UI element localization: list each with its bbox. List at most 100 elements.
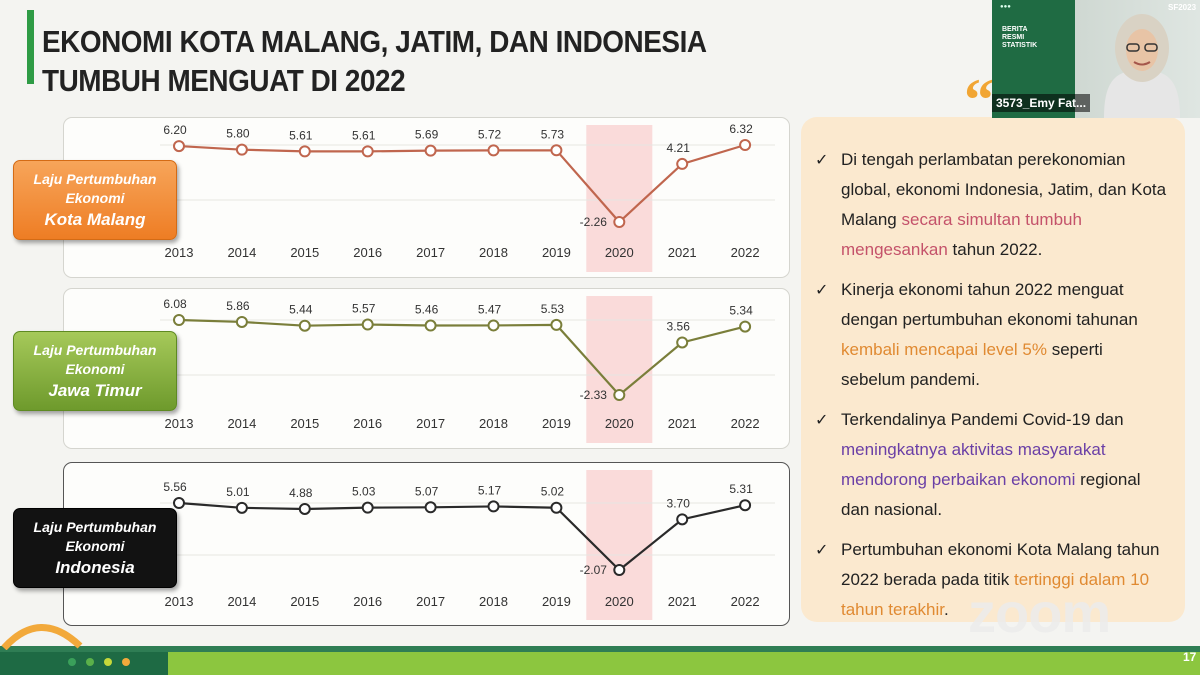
data-point: [487, 319, 500, 332]
zoom-participant-video[interactable]: ●●● SF2023 BERITA RESMI STATISTIK 3573_E…: [992, 0, 1200, 118]
footer-band: [0, 646, 1200, 675]
data-point: [613, 564, 626, 576]
label-region: Kota Malang: [44, 209, 146, 229]
highlighted-text: tertinggi dalam 10 tahun terakhir: [841, 570, 1150, 619]
point-text: seperti sebelum pandemi.: [841, 340, 1103, 389]
title-line-1: EKONOMI KOTA MALANG, JATIM, DAN INDONESI…: [42, 24, 707, 59]
x-tick-label: 2016: [353, 245, 382, 260]
checkmark-icon: ✓: [815, 280, 829, 299]
key-points-panel: ✓ Di tengah perlambatan perekonomian glob…: [801, 117, 1185, 622]
cam-slide-title-line: RESMI: [1002, 34, 1025, 41]
data-label: 6.20: [163, 123, 187, 137]
data-label: 5.34: [729, 304, 753, 318]
x-tick-label: 2021: [668, 245, 697, 260]
data-label: 4.88: [289, 486, 313, 500]
data-label: -2.33: [580, 388, 608, 402]
data-point: [424, 144, 437, 157]
data-point: [424, 319, 437, 332]
data-point: [613, 389, 626, 401]
x-tick-label: 2021: [668, 416, 697, 431]
data-point: [739, 499, 752, 512]
x-tick-label: 2017: [416, 245, 445, 260]
label-line: Ekonomi: [65, 189, 125, 206]
data-point: [361, 501, 374, 514]
data-label: 5.03: [352, 485, 376, 499]
data-point: [424, 501, 437, 514]
data-point: [613, 216, 626, 228]
data-label: 5.86: [226, 299, 250, 313]
presenter-avatar: [1104, 14, 1180, 118]
highlighted-text: kembali mencapai level 5%: [841, 340, 1047, 359]
label-line: Ekonomi: [65, 537, 125, 554]
data-label: 5.53: [541, 302, 565, 316]
chart-panel-indonesia: [63, 462, 790, 626]
cam-slide-year: SF2023: [1168, 3, 1197, 12]
x-tick-label: 2015: [290, 416, 319, 431]
checkmark-icon: ✓: [815, 410, 829, 429]
data-point: [235, 143, 248, 156]
cam-slide-title: BERITA RESMI STATISTIK: [1002, 26, 1037, 50]
x-tick-label: 2020: [605, 594, 634, 609]
series-line: [178, 501, 746, 572]
data-point: [550, 501, 563, 514]
label-line: Laju Pertumbuhan: [33, 518, 157, 535]
data-point: [550, 144, 563, 157]
x-tick-label: 2018: [479, 594, 508, 609]
data-point: [739, 139, 752, 151]
data-label: 5.17: [478, 483, 502, 497]
label-indonesia: Laju Pertumbuhan Ekonomi Indonesia: [13, 508, 177, 588]
data-point: [487, 500, 500, 513]
chart-panel-jawa-timur: [63, 288, 790, 449]
x-tick-label: 2013: [165, 245, 194, 260]
x-tick-label: 2022: [731, 245, 760, 260]
data-point: [676, 513, 689, 526]
data-point: [298, 502, 311, 515]
data-label: 5.61: [289, 128, 313, 142]
page-number: 17: [1183, 650, 1197, 664]
data-point: [173, 140, 185, 153]
x-tick-label: 2014: [227, 594, 256, 609]
point-text: regional dan nasional.: [841, 470, 1141, 519]
label-jawa-timur: Laju Pertumbuhan Ekonomi Jawa Timur: [13, 331, 177, 411]
data-label: 5.72: [478, 127, 502, 141]
x-tick-label: 2017: [416, 416, 445, 431]
point-text: Pertumbuhan ekonomi Kota Malang tahun 20…: [841, 540, 1160, 589]
x-tick-label: 2022: [731, 416, 760, 431]
point-text: Kinerja ekonomi tahun 2022 menguat denga…: [841, 280, 1138, 329]
x-tick-label: 2019: [542, 416, 571, 431]
x-tick-label: 2016: [353, 416, 382, 431]
series-line: [178, 318, 746, 397]
growth-charts: 6.20 2013 5.80 2014 5.61 2015 5.61 2016 5.69 2017…: [160, 122, 775, 620]
key-point-4: ✓ Pertumbuhan ekonomi Kota Malang tahun 2…: [815, 535, 1169, 625]
x-tick-label: 2017: [416, 594, 445, 609]
data-label: 5.01: [226, 485, 250, 499]
x-tick-label: 2019: [542, 245, 571, 260]
x-tick-label: 2014: [227, 245, 256, 260]
point-text: Di tengah perlambatan perekonomian globa…: [841, 150, 1167, 229]
data-label: 5.46: [415, 303, 439, 317]
data-point: [235, 315, 248, 328]
data-label: 6.32: [729, 122, 753, 136]
data-label: 3.70: [667, 496, 691, 510]
x-tick-label: 2014: [227, 416, 256, 431]
point-text: .: [944, 600, 949, 619]
data-label: 5.07: [415, 484, 439, 498]
data-label: 5.47: [478, 302, 502, 316]
label-line: Ekonomi: [65, 360, 125, 377]
data-point: [298, 145, 311, 158]
data-point: [550, 318, 563, 331]
bps-logo-icon: ●●●: [1000, 4, 1011, 10]
x-tick-label: 2015: [290, 594, 319, 609]
checkmark-icon: ✓: [815, 150, 829, 169]
x-tick-label: 2021: [668, 594, 697, 609]
title-accent-bar: [27, 10, 34, 84]
x-tick-label: 2022: [731, 594, 760, 609]
data-label: 5.61: [352, 128, 376, 142]
data-label: 5.56: [163, 480, 187, 494]
data-point: [676, 157, 689, 170]
highlighted-text: secara simultan tumbuh mengesankan: [841, 210, 1082, 259]
point-text: tahun 2022.: [947, 240, 1043, 259]
label-region: Jawa Timur: [48, 380, 142, 400]
x-tick-label: 2015: [290, 245, 319, 260]
data-label: 3.56: [667, 319, 691, 333]
